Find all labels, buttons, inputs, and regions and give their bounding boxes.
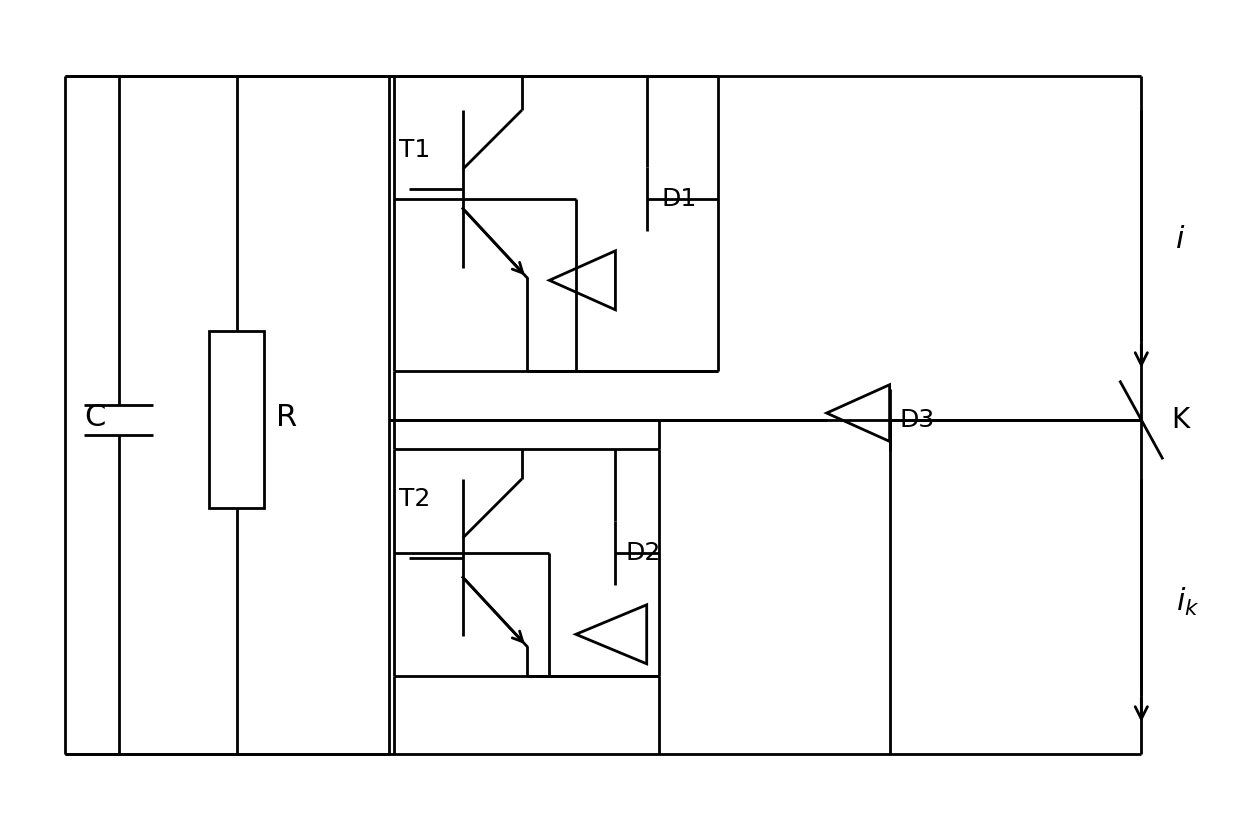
Text: i: i [1176,226,1185,255]
Text: D2: D2 [626,541,661,565]
Text: D3: D3 [899,408,934,432]
Text: i$_k$: i$_k$ [1176,586,1200,618]
Bar [209,332,264,508]
Text: T1: T1 [399,137,431,162]
Text: K: K [1171,406,1188,434]
Text: C: C [84,403,106,432]
Text: D1: D1 [661,187,696,211]
Text: T2: T2 [399,486,431,511]
Text: R: R [276,403,297,432]
